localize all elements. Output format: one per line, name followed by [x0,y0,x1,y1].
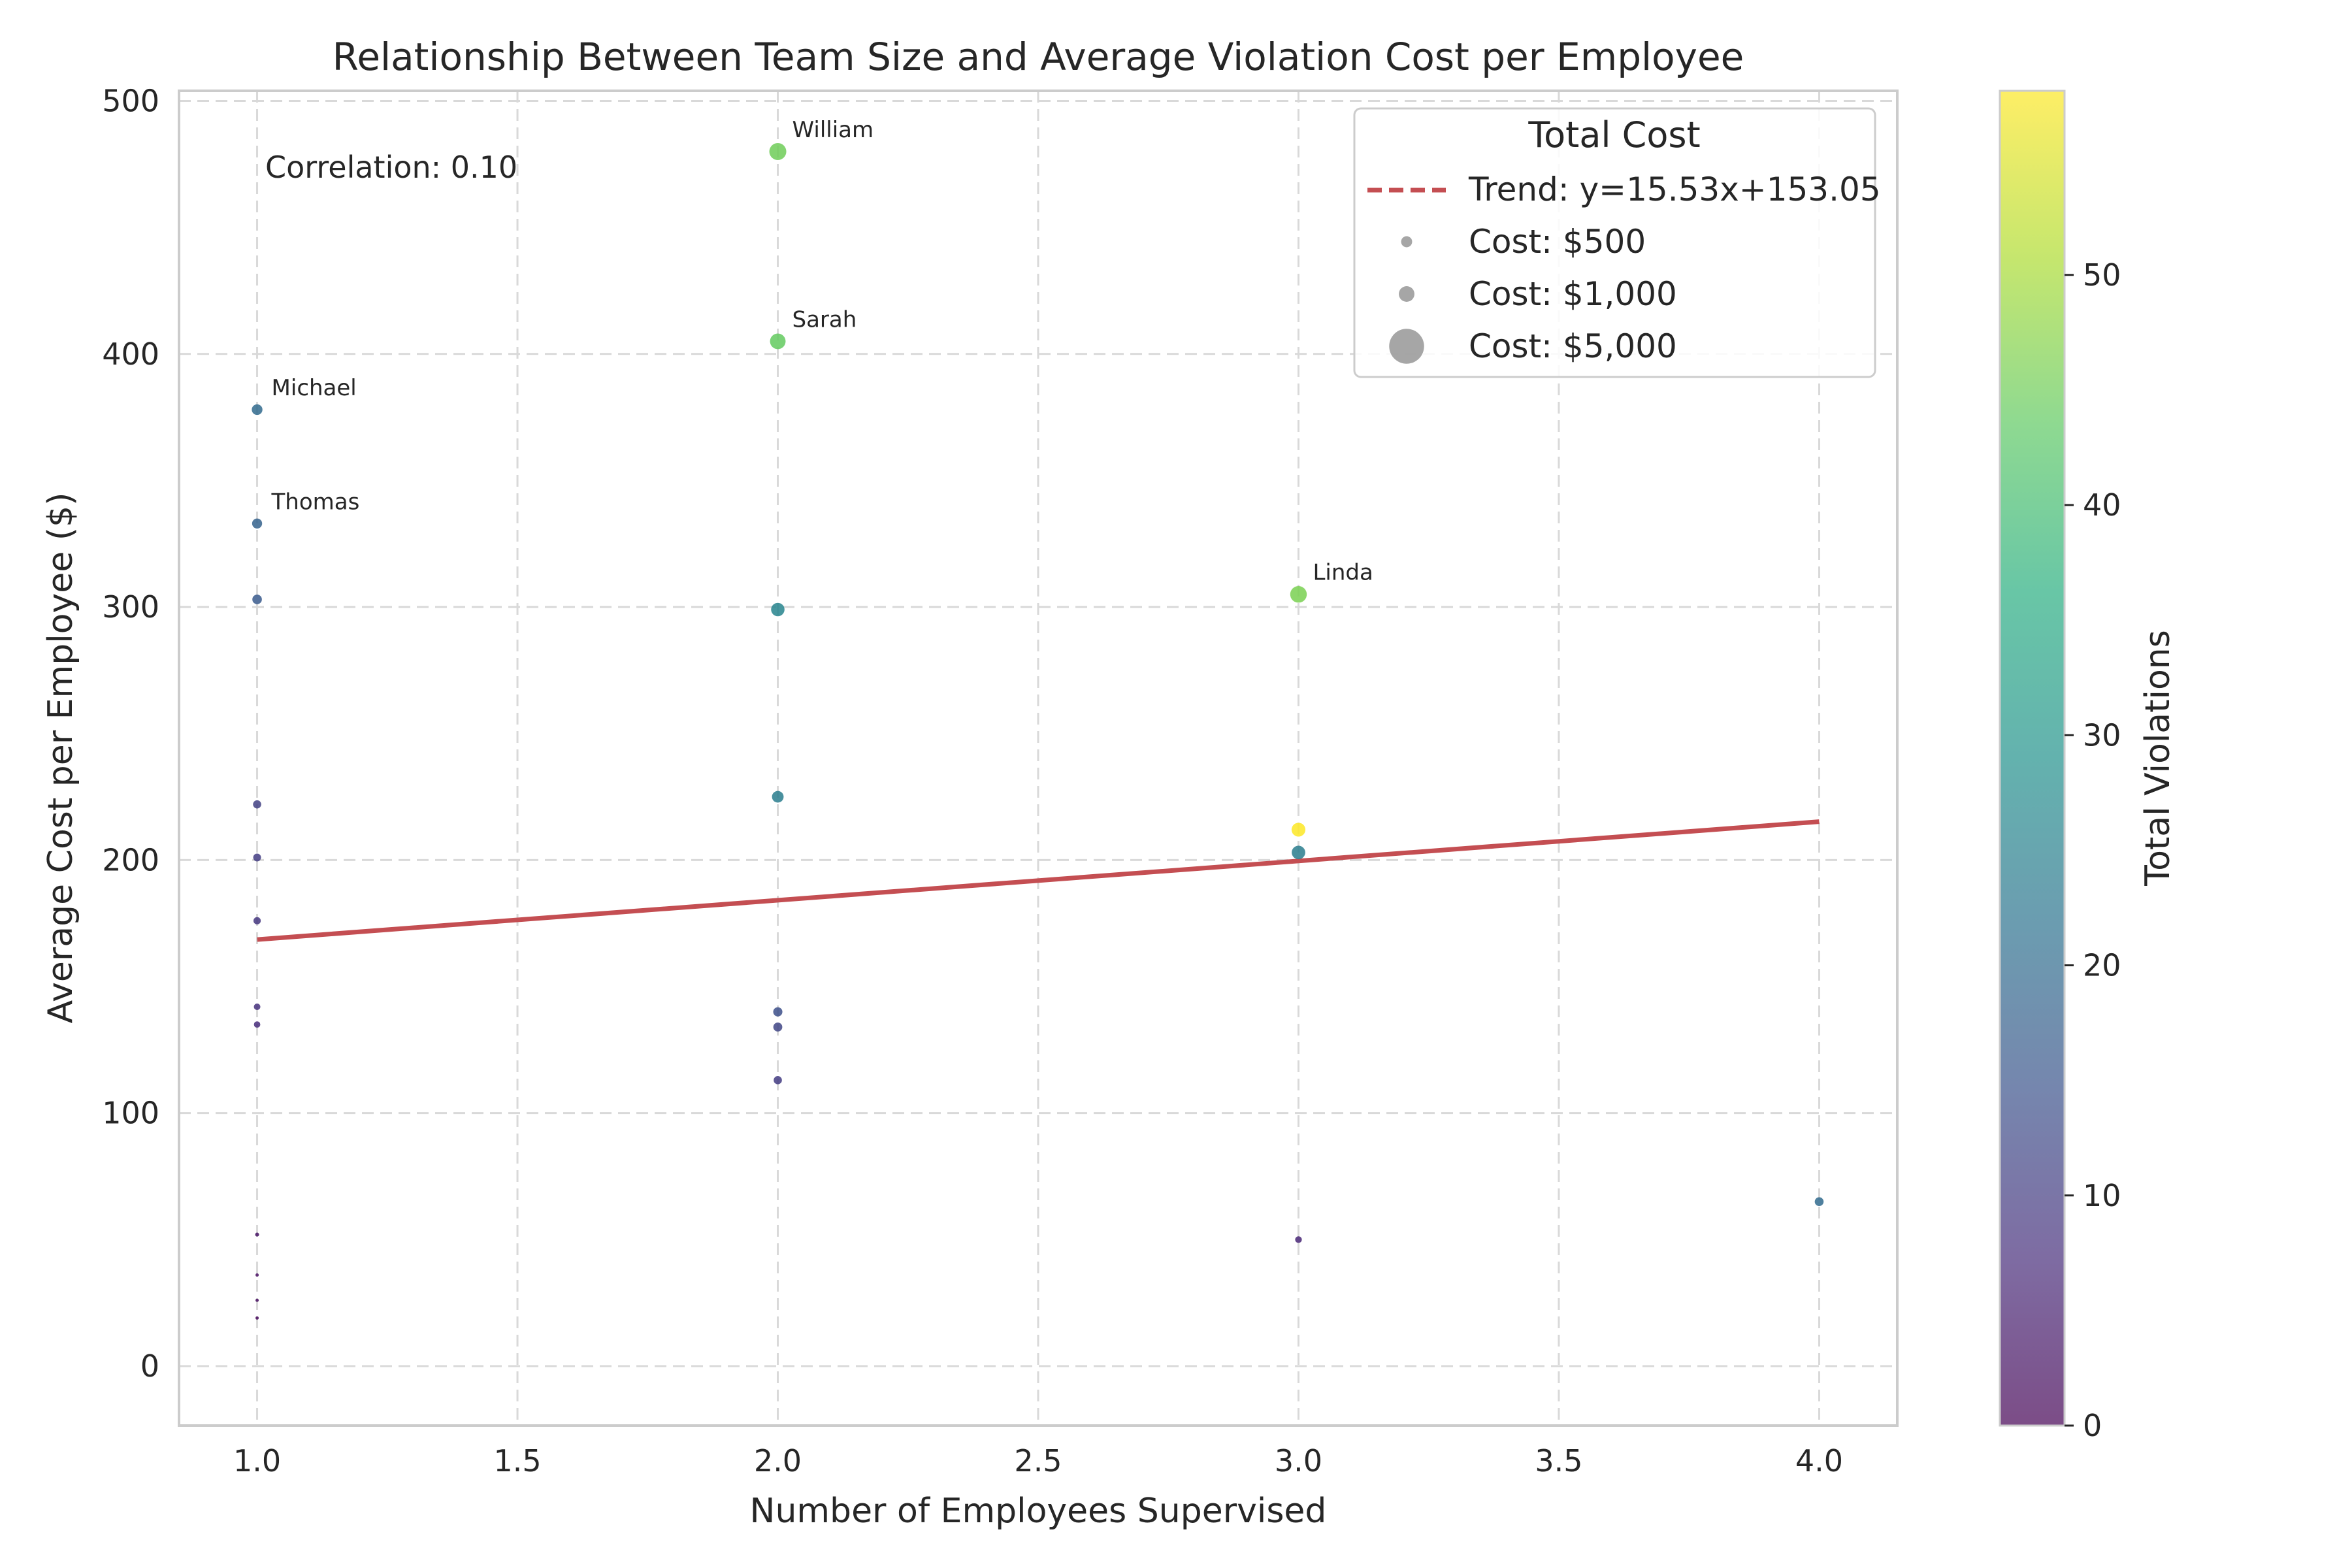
x-tick-label: 2.0 [754,1443,802,1478]
data-point [253,917,261,924]
colorbar: 0 10 20 30 40 50 Total Violations [1999,90,2178,1443]
y-tick-label: 400 [102,336,159,372]
legend-size-marker [1389,329,1424,364]
trend-line [257,819,1820,942]
data-point [773,1007,783,1017]
data-point [771,602,785,617]
y-tick-label: 300 [102,589,159,625]
y-tick-label: 100 [102,1096,159,1131]
legend-size-marker [1399,286,1414,302]
legend: Total Cost Trend: y=15.53x+153.05 Cost: … [1353,107,1881,378]
data-point [1292,845,1305,860]
colorbar-tick-label: 10 [2083,1178,2121,1213]
data-point [255,1273,259,1277]
x-tick-label: 2.5 [1014,1443,1062,1478]
point-label: Linda [1313,560,1373,586]
correlation-annotation: Correlation: 0.10 [265,150,517,185]
data-point [252,518,263,529]
y-tick-label: 0 [140,1348,159,1384]
data-point [774,1076,782,1085]
data-point [1290,586,1307,603]
data-point [253,1004,261,1011]
point-label: Thomas [271,489,360,515]
data-point [770,333,786,350]
data-point [253,800,261,809]
legend-size-label: Cost: $5,000 [1469,327,1677,365]
data-point [255,1298,259,1302]
trend-line-group [257,819,1820,942]
data-point [1814,1197,1824,1207]
data-point [772,791,784,803]
x-tick-label: 3.0 [1275,1443,1322,1478]
colorbar-frame [1999,90,2066,1427]
x-tick-label: 4.0 [1795,1443,1843,1478]
data-point [252,404,263,416]
x-tick-labels: 1.0 1.5 2.0 2.5 3.0 3.5 4.0 [233,1443,1843,1478]
plot-frame [178,90,1899,1427]
y-tick-label: 500 [102,83,159,118]
legend-size-entries: Cost: $500 Cost: $1,000 Cost: $5,000 [1389,223,1677,365]
data-point [1291,823,1306,837]
x-tick-label: 1.0 [233,1443,281,1478]
y-tick-label: 200 [102,842,159,877]
data-point [255,1232,259,1237]
colorbar-tick-label: 20 [2083,948,2121,983]
data-point [252,595,262,604]
data-point [255,1316,259,1320]
x-tick-label: 3.5 [1535,1443,1582,1478]
legend-title: Total Cost [1527,114,1700,155]
data-point [769,142,787,160]
colorbar-ticks: 0 10 20 30 40 50 [2065,257,2121,1443]
legend-size-label: Cost: $500 [1469,223,1646,261]
point-label: Sarah [792,306,857,333]
legend-trend-label: Trend: y=15.53x+153.05 [1468,171,1881,208]
legend-size-label: Cost: $1,000 [1469,275,1677,313]
x-axis-label: Number of Employees Supervised [750,1492,1327,1531]
point-labels: Michael Thomas William Sarah Linda [271,117,1373,586]
legend-box [1353,107,1876,378]
point-label: William [792,117,874,143]
colorbar-tick-label: 50 [2083,257,2121,293]
data-point [773,1022,783,1032]
chart-title: Relationship Between Team Size and Avera… [333,35,1744,79]
y-axis-label: Average Cost per Employee ($) [41,493,80,1024]
x-tick-label: 1.5 [493,1443,541,1478]
colorbar-tick-label: 0 [2083,1408,2102,1443]
colorbar-gradient [2000,91,2065,1426]
colorbar-tick-label: 40 [2083,487,2121,523]
legend-size-marker [1401,236,1413,248]
data-point [253,853,261,862]
data-points [252,142,1824,1320]
colorbar-tick-label: 30 [2083,717,2121,753]
data-point [253,1021,261,1028]
point-label: Michael [272,375,357,401]
colorbar-label: Total Violations [2138,630,2178,887]
data-point [1295,1236,1302,1243]
y-tick-labels: 0 100 200 300 400 500 [102,83,159,1383]
